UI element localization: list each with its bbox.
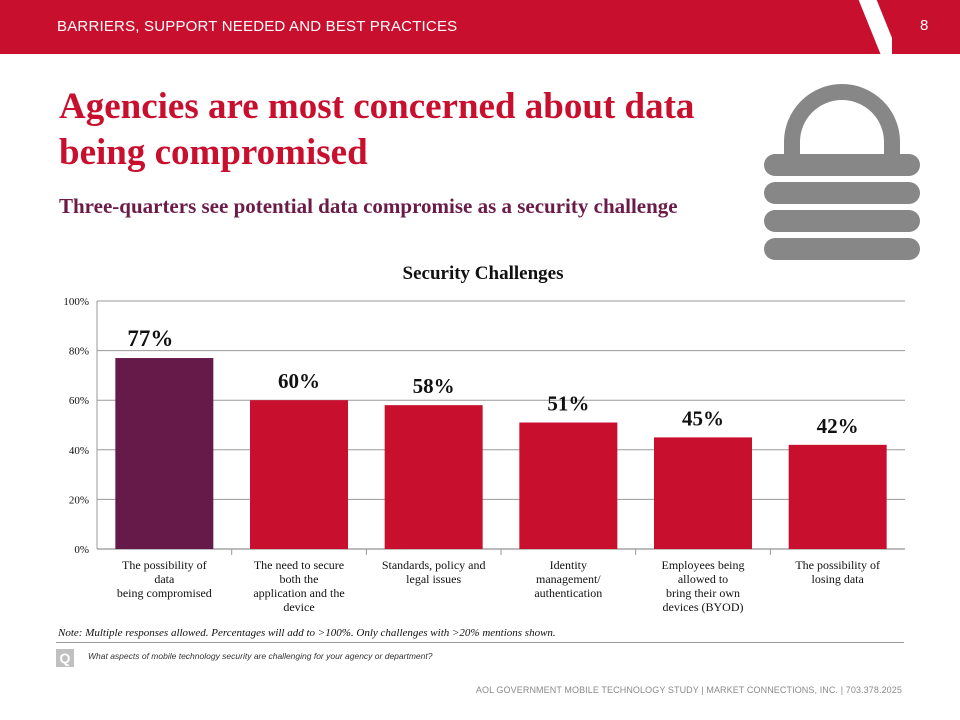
page-number-box bbox=[892, 0, 960, 54]
survey-question: What aspects of mobile technology securi… bbox=[88, 651, 433, 661]
slide-title: Agencies are most concerned about data b… bbox=[59, 86, 695, 173]
x-tick-label-line: data bbox=[154, 572, 175, 586]
bar-chart: Security Challenges 0% 20% 40% 60% 80% 100% 7… bbox=[63, 263, 905, 556]
x-tick-label-line: being compromised bbox=[116, 586, 212, 600]
divider-line bbox=[56, 642, 904, 643]
data-label: 51% bbox=[547, 392, 589, 416]
x-tick-label-line: Identity bbox=[549, 558, 587, 572]
data-label: 42% bbox=[817, 414, 859, 438]
bar bbox=[788, 444, 887, 549]
x-tick-label-line: legal issues bbox=[406, 572, 462, 586]
slide-subtitle: Three-quarters see potential data compro… bbox=[59, 194, 678, 218]
section-title: BARRIERS, SUPPORT NEEDED AND BEST PRACTI… bbox=[57, 18, 458, 35]
bar bbox=[384, 405, 483, 549]
chart-note: Note: Multiple responses allowed. Percen… bbox=[58, 627, 556, 639]
x-tick-label: Standards, policy and legal issues bbox=[372, 558, 496, 586]
data-label: 77% bbox=[127, 326, 173, 351]
bar bbox=[115, 358, 214, 549]
x-tick-label-line: The possibility of bbox=[121, 558, 207, 572]
bar bbox=[654, 437, 752, 549]
x-tick-label-line: both the bbox=[279, 572, 319, 586]
x-tick-label-line: management/ bbox=[536, 572, 601, 586]
bar bbox=[250, 400, 348, 549]
x-tick-label-line: device bbox=[283, 600, 315, 614]
header-bar: BARRIERS, SUPPORT NEEDED AND BEST PRACTI… bbox=[0, 0, 960, 60]
x-tick-label-line: losing data bbox=[811, 572, 864, 586]
y-tick-label: 60% bbox=[69, 395, 89, 407]
x-tick-label-line: Standards, policy and bbox=[381, 558, 486, 572]
y-tick-label: 20% bbox=[69, 494, 89, 506]
data-label: 60% bbox=[278, 369, 320, 393]
x-tick-label-line: The possibility of bbox=[795, 558, 880, 572]
x-tick-label-line: devices (BYOD) bbox=[662, 600, 744, 614]
x-tick-label: The possibility of data being compromised bbox=[102, 558, 226, 600]
x-tick-label: The possibility of losing data bbox=[776, 558, 900, 586]
x-tick-label-line: bring their own bbox=[666, 586, 740, 600]
x-tick-label-line: The need to secure bbox=[253, 558, 345, 572]
x-tick-label: Identity management/authentication bbox=[506, 558, 630, 600]
data-label: 45% bbox=[682, 406, 724, 430]
lock-icon bbox=[764, 84, 920, 260]
x-tick-label-line: authentication bbox=[534, 586, 603, 600]
x-tick-label-line: allowed to bbox=[677, 572, 729, 586]
chart-title: Security Challenges bbox=[403, 263, 564, 284]
y-tick-label: 80% bbox=[69, 346, 89, 358]
footer-credit: AOL GOVERNMENT MOBILE TECHNOLOGY STUDY |… bbox=[475, 685, 902, 695]
data-label: 58% bbox=[413, 374, 455, 398]
x-tick-label: The need to secure both the application an… bbox=[237, 558, 361, 614]
y-tick-label: 40% bbox=[69, 445, 89, 457]
x-tick-label-line: application and the bbox=[253, 586, 345, 600]
x-tick-label-line: Employees being bbox=[661, 558, 745, 572]
x-tick-label: Employees being allowed to bring their own… bbox=[641, 558, 765, 614]
y-tick-label: 0% bbox=[74, 544, 89, 556]
bar bbox=[519, 422, 618, 549]
y-tick-label: 100% bbox=[63, 296, 89, 308]
question-icon: Q bbox=[56, 649, 74, 667]
page-number: 8 bbox=[920, 17, 929, 34]
